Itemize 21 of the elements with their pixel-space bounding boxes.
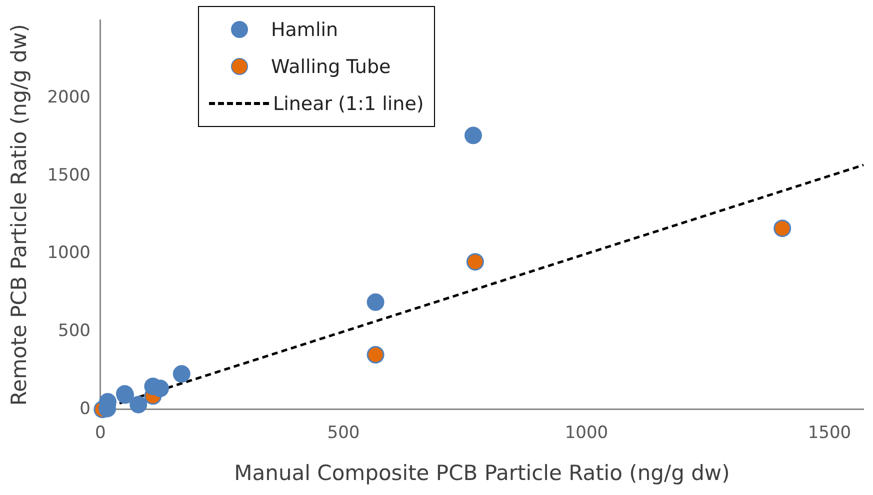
x-tick-label: 1500 [808, 423, 852, 444]
point [464, 126, 482, 144]
y-axis-title: Remote PCB Particle Ratio (ng/g dw) [7, 24, 32, 406]
legend-label: Linear (1:1 line) [273, 92, 424, 114]
x-tick-label: 0 [95, 423, 106, 444]
y-tick-label: 0 [80, 398, 90, 419]
point [774, 220, 792, 238]
y-tick-label: 1000 [47, 243, 90, 264]
point [366, 346, 384, 364]
y-tick-label: 1500 [47, 165, 90, 186]
y-tick-label: 500 [58, 320, 90, 341]
point [466, 253, 484, 271]
x-tick-label: 500 [327, 423, 360, 444]
point [366, 293, 384, 311]
legend-label: Hamlin [271, 18, 338, 40]
y-tick-label: 2000 [47, 87, 90, 108]
legend-label: Walling Tube [271, 56, 391, 78]
x-tick-label: 1000 [564, 423, 608, 444]
x-axis-title: Manual Composite PCB Particle Ratio (ng/g dw) [234, 460, 730, 485]
point [130, 396, 148, 414]
point [172, 365, 190, 383]
